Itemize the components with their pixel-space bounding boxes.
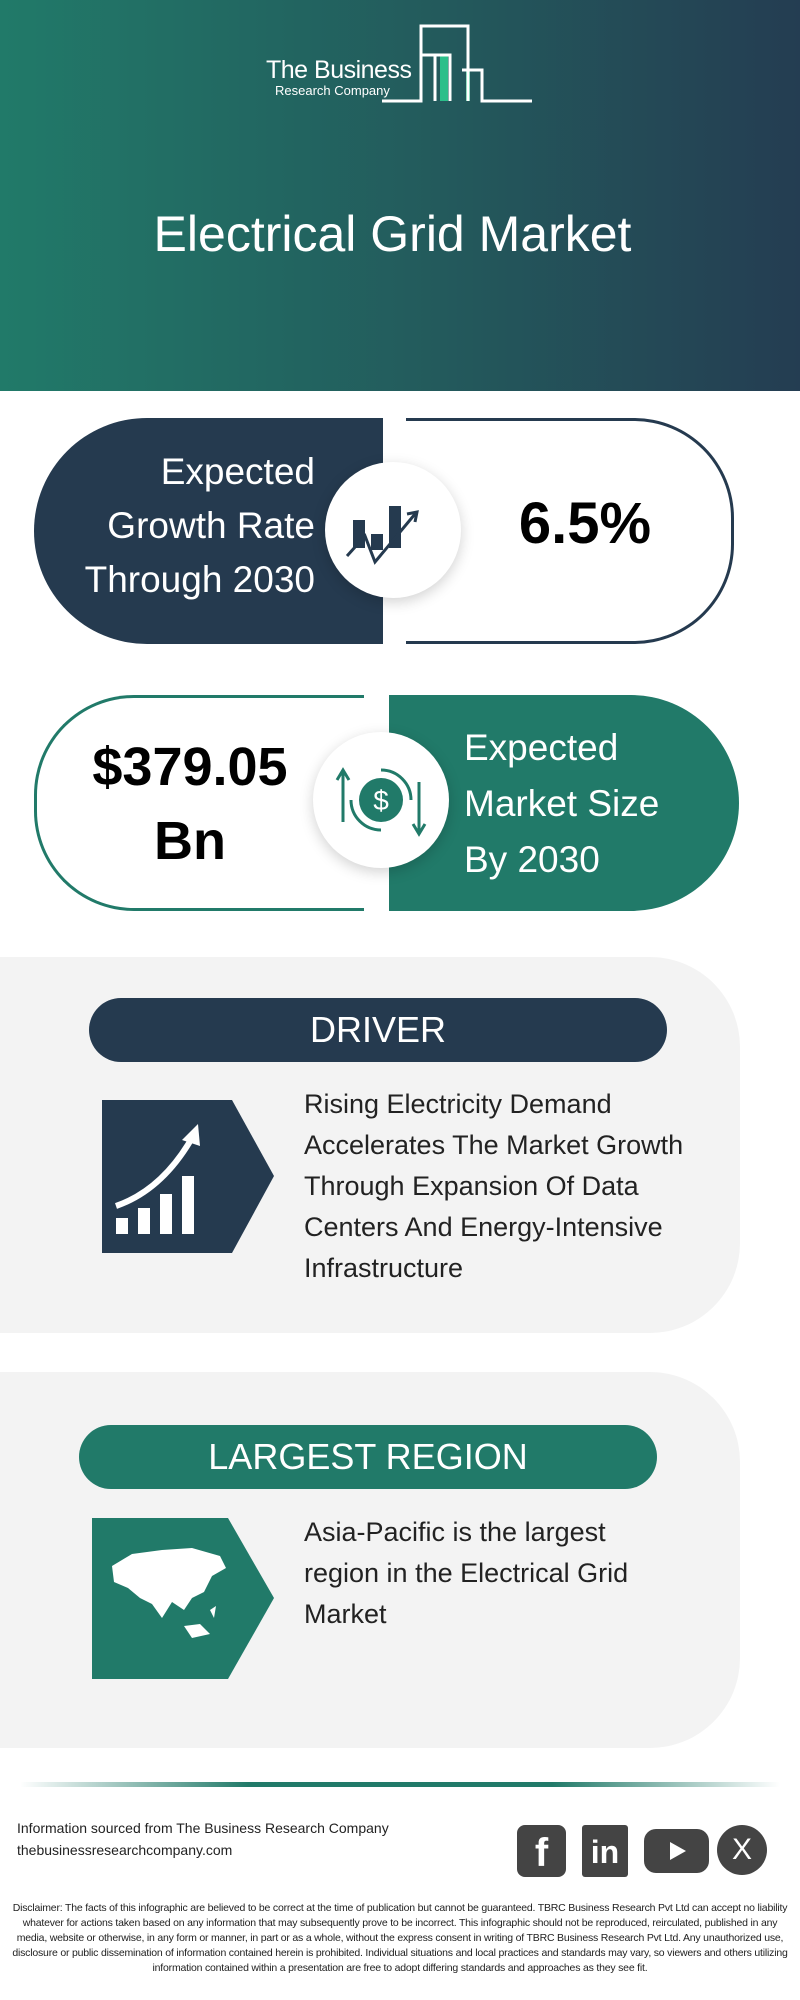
value-line: $379.05 xyxy=(92,737,288,797)
text-line: Asia-Pacific is the largest xyxy=(304,1517,606,1547)
growth-icon-circle xyxy=(325,462,461,598)
youtube-icon[interactable] xyxy=(644,1829,709,1873)
text-line: Centers And Energy-Intensive xyxy=(304,1212,663,1242)
label-line: Through 2030 xyxy=(84,559,315,600)
page-title: Electrical Grid Market xyxy=(153,206,632,262)
rising-bar-chart-icon xyxy=(102,1100,274,1253)
driver-description: Rising Electricity Demand Accelerates Th… xyxy=(304,1084,724,1289)
play-icon xyxy=(670,1842,686,1860)
asia-map-icon xyxy=(92,1518,274,1679)
market-size-value: $379.05 Bn xyxy=(60,730,320,878)
growth-label: Expected Growth Rate Through 2030 xyxy=(40,445,315,607)
facebook-icon[interactable]: f xyxy=(517,1825,566,1877)
logo-buildings-icon xyxy=(382,24,532,103)
text-line: Market xyxy=(304,1599,387,1629)
footer-divider xyxy=(20,1782,780,1787)
logo-text: The Business xyxy=(266,56,412,84)
market-label: Expected Market Size By 2030 xyxy=(464,720,659,888)
logo-subtext: Research Company xyxy=(275,83,390,98)
header-banner: The Business Research Company Electrical… xyxy=(0,0,800,391)
label-line: Market Size xyxy=(464,783,660,824)
label-line: By 2030 xyxy=(464,839,600,880)
dollar-exchange-icon: $ xyxy=(335,767,427,837)
growth-value-panel xyxy=(406,418,734,644)
label-line: Growth Rate xyxy=(107,505,315,546)
text-line: Infrastructure xyxy=(304,1253,464,1283)
linkedin-icon[interactable]: in xyxy=(582,1825,628,1877)
text-line: Accelerates The Market Growth xyxy=(304,1130,684,1160)
text-line: region in the Electrical Grid xyxy=(304,1558,629,1588)
growth-chart-icon xyxy=(345,506,419,565)
text-line: Through Expansion Of Data xyxy=(304,1171,639,1201)
region-description: Asia-Pacific is the largest region in th… xyxy=(304,1512,724,1635)
source-text: Information sourced from The Business Re… xyxy=(17,1820,389,1836)
website-link[interactable]: thebusinessresearchcompany.com xyxy=(17,1842,233,1858)
label-line: Expected xyxy=(160,451,315,492)
growth-label-panel xyxy=(34,418,383,644)
x-icon[interactable]: X xyxy=(717,1825,767,1875)
market-icon-circle: $ xyxy=(313,732,449,868)
label-line: Expected xyxy=(464,727,619,768)
growth-rate-value: 6.5% xyxy=(518,491,652,556)
disclaimer: Disclaimer: The facts of this infographi… xyxy=(12,1902,788,1974)
market-value-panel xyxy=(34,695,364,911)
text-line: Rising Electricity Demand xyxy=(304,1089,612,1119)
value-line: Bn xyxy=(154,811,226,871)
driver-heading: DRIVER xyxy=(89,998,667,1062)
svg-text:$: $ xyxy=(373,785,389,816)
region-heading: LARGEST REGION xyxy=(79,1425,657,1489)
